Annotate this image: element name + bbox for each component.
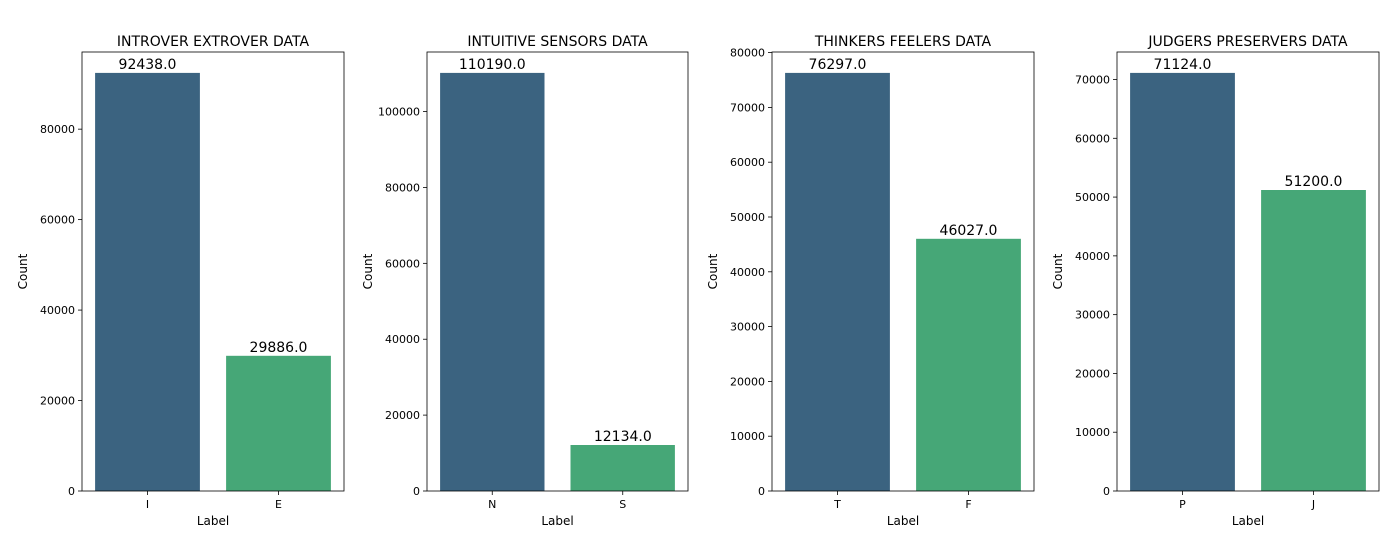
bar-i [95,72,200,492]
bar-p [1130,72,1235,492]
bar-f [916,238,1021,491]
bar-value-label: 51200.0 [1285,174,1343,190]
chart-panel-1: 92438.0 I 29886.0 E 0 20000 40000 60000 80000 INT… [16,34,345,528]
bar-e [226,355,331,491]
y-tick-label: 40000 [730,266,765,279]
x-tick-label: F [965,498,971,511]
y-tick-label: 0 [413,485,420,498]
chart-title: INTUITIVE SENSORS DATA [467,34,648,50]
y-tick-label: 80000 [730,47,765,60]
x-tick-label: E [275,498,282,511]
bar-value-label: 71124.0 [1154,57,1212,73]
axes-frame [426,51,689,492]
y-tick-label: 50000 [1075,191,1110,204]
bar-value-label: 12134.0 [594,429,652,445]
y-tick-label: 10000 [730,430,765,443]
x-tick-label: T [833,498,841,511]
x-axis-label: Label [1232,514,1264,528]
y-tick-label: 60000 [730,156,765,169]
bar-t [785,72,890,492]
y-tick-label: 30000 [1075,309,1110,322]
y-tick-label: 60000 [40,214,75,227]
x-tick-label: S [619,498,626,511]
bar-value-label: 29886.0 [250,340,308,356]
bar-value-label: 92438.0 [119,57,177,73]
bar-value-label: 110190.0 [459,57,526,73]
chart-title: JUDGERS PRESERVERS DATA [1147,34,1348,50]
y-tick-label: 20000 [385,409,420,422]
y-tick-label: 20000 [1075,367,1110,380]
x-tick-label: N [488,498,496,511]
axes-frame [81,51,345,492]
x-axis-label: Label [197,514,229,528]
y-tick-label: 70000 [1075,74,1110,87]
bar-value-label: 76297.0 [809,57,867,73]
y-tick-label: 20000 [40,395,75,408]
y-tick-label: 40000 [1075,250,1110,263]
y-axis-label: Count [706,253,720,289]
y-tick-label: 80000 [40,123,75,136]
y-tick-label: 30000 [730,321,765,334]
axes-frame [1116,51,1380,492]
x-axis-label: Label [887,514,919,528]
chart-title: THINKERS FEELERS DATA [814,34,992,50]
y-tick-label: 10000 [1075,426,1110,439]
bar-n [440,72,545,492]
chart-title: INTROVER EXTROVER DATA [117,34,310,50]
y-axis-label: Count [16,253,30,289]
y-tick-label: 20000 [730,375,765,388]
y-tick-label: 50000 [730,211,765,224]
chart-panel-4: 71124.0 P 51200.0 J 0 10000 20000 30000 40000 500… [1051,34,1380,528]
y-tick-label: 60000 [1075,132,1110,145]
bar-j [1261,190,1366,491]
y-tick-label: 80000 [385,181,420,194]
y-axis-label: Count [1051,253,1065,289]
y-tick-label: 0 [1103,485,1110,498]
y-tick-label: 0 [758,485,765,498]
x-axis-label: Label [541,514,573,528]
x-tick-label: P [1179,498,1186,511]
y-tick-label: 0 [68,485,75,498]
bar-s [570,445,675,491]
axes-frame [771,51,1035,492]
x-tick-label: J [1311,498,1315,511]
y-tick-label: 40000 [40,304,75,317]
y-tick-label: 70000 [730,101,765,114]
y-tick-label: 100000 [378,106,420,119]
y-tick-label: 60000 [385,257,420,270]
y-axis-label: Count [361,253,375,289]
chart-panel-3: 76297.0 T 46027.0 F 0 10000 20000 30000 40000 500… [706,34,1035,528]
chart-panel-2: 110190.0 N 12134.0 S 0 20000 40000 60000 80000 10… [361,34,689,528]
bar-value-label: 46027.0 [940,223,998,239]
y-tick-label: 40000 [385,333,420,346]
x-tick-label: I [146,498,149,511]
